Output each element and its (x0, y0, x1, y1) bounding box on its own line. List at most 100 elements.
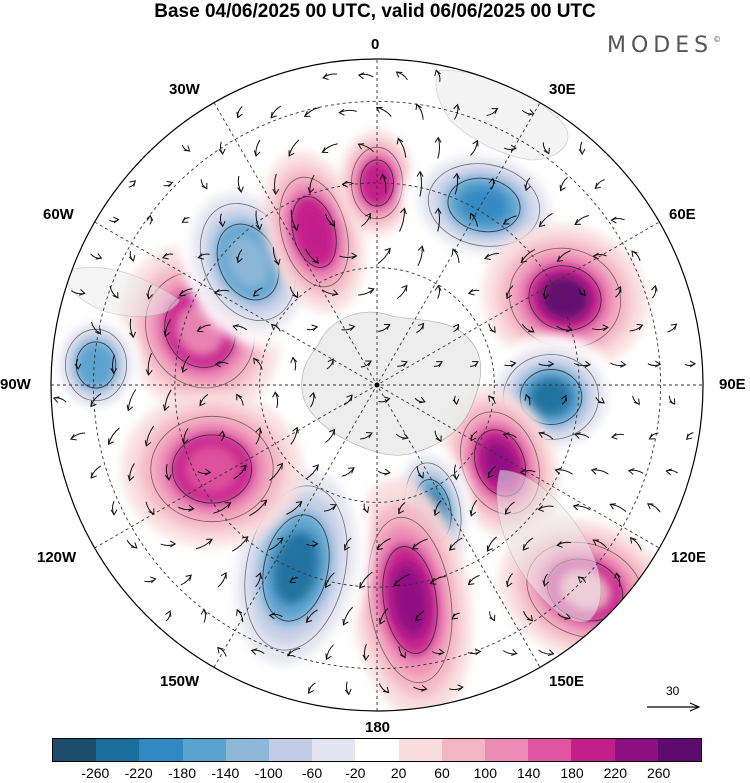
wind-arrow (305, 609, 318, 623)
wind-arrow (325, 644, 334, 661)
wind-arrow (163, 319, 171, 338)
wind-arrow (214, 360, 229, 368)
wind-arrow (197, 253, 210, 260)
wind-arrow (415, 610, 425, 622)
wind-arrow (559, 176, 568, 192)
colorbar-tick-label: 100 (473, 765, 497, 781)
colorbar-tick-label: 220 (603, 765, 627, 781)
wind-arrow (286, 647, 301, 657)
wind-arrow (398, 646, 406, 659)
colorbar-segment (528, 739, 572, 761)
wind-arrow (378, 683, 390, 694)
colorbar-segment (441, 739, 486, 761)
wind-arrow (290, 426, 299, 445)
wind-arrow (487, 465, 496, 479)
wind-arrow (537, 505, 554, 512)
wind-arrow (592, 252, 607, 260)
wind-arrow (524, 393, 531, 406)
colorbar-tick-label: 180 (560, 765, 584, 781)
wind-arrow (411, 538, 428, 550)
wind-arrow (357, 143, 374, 153)
wind-arrow (434, 136, 442, 159)
wind-arrow (307, 174, 315, 194)
wind-arrow (668, 395, 676, 406)
wind-arrow (232, 324, 248, 331)
wind-arrow (255, 210, 263, 231)
wind-arrow (338, 108, 357, 116)
wind-arrow (236, 393, 244, 406)
wind-arrow (591, 324, 609, 332)
wind-arrow (572, 503, 591, 511)
anomaly-field (51, 130, 671, 711)
wind-arrow (109, 285, 119, 299)
wind-arrow (69, 432, 86, 441)
antarctica-land (301, 311, 481, 456)
wind-arrow (128, 251, 136, 262)
wind-arrow (488, 323, 496, 334)
colorbar-segment (269, 739, 313, 761)
colorbar-tick-label: -20 (345, 765, 366, 781)
wind-arrow (416, 170, 424, 197)
wind-arrow (538, 212, 553, 228)
lon-label-150e: 150E (549, 673, 585, 690)
wind-arrow (520, 249, 535, 264)
colorbar-tick-label: -180 (167, 765, 197, 781)
wind-arrow (236, 249, 243, 264)
wind-arrow (378, 396, 391, 404)
wind-arrow (614, 572, 621, 588)
wind-arrow (127, 463, 135, 482)
wind-arrow (236, 106, 243, 119)
wind-arrow (178, 288, 193, 297)
wind-arrow (322, 73, 338, 80)
wind-arrow (161, 252, 174, 260)
wind-arrow (236, 608, 244, 623)
wind-arrow (218, 430, 226, 442)
wind-arrow (523, 611, 534, 622)
wind-arrow (556, 541, 571, 548)
colorbar-segment (657, 739, 702, 761)
wind-arrow (555, 325, 573, 333)
wind-arrow (434, 69, 441, 82)
colorbar-tick-label: 140 (516, 765, 541, 781)
colorbar-tick-label: -260 (81, 765, 110, 781)
wind-arrow (647, 503, 661, 513)
wind-arrow (503, 144, 517, 152)
wind-arrow (360, 432, 373, 440)
wind-arrow (308, 682, 316, 694)
wind-arrow (90, 393, 102, 408)
wind-arrow (415, 103, 424, 120)
colorbar-segment (398, 739, 442, 761)
wind-arrow (253, 139, 261, 157)
wind-arrow (290, 356, 298, 371)
wind-arrow (213, 288, 230, 296)
wind-arrow (469, 499, 478, 517)
wind-arrow (610, 216, 625, 224)
wind-arrow (684, 360, 696, 368)
wind-arrow (309, 391, 316, 408)
lon-label-120e: 120E (671, 549, 707, 566)
wind-arrow (110, 501, 118, 516)
map-border (50, 58, 704, 712)
wind-arrow (126, 539, 138, 549)
wind-arrow (452, 395, 460, 406)
wind-arrow (560, 394, 568, 405)
wind-arrow (452, 323, 460, 333)
wind-arrow (434, 430, 442, 443)
wind-arrow (467, 574, 480, 586)
colorbar-segment (355, 739, 399, 761)
colorbar-segment (225, 739, 270, 761)
south-pole-marker (374, 382, 380, 388)
lon-label-30e: 30E (549, 81, 576, 98)
wind-arrow (665, 468, 679, 476)
wind-arrow (305, 464, 319, 480)
wind-arrow (162, 389, 172, 412)
wind-arrow (590, 467, 609, 475)
wind-arrow (358, 287, 375, 296)
wind-arrow (270, 324, 281, 332)
anomaly-center (51, 312, 141, 418)
wind-arrow (467, 288, 480, 296)
wind-arrow (145, 352, 153, 376)
wind-arrow (484, 253, 500, 261)
wind-arrow (521, 323, 535, 333)
wind-arrow (181, 355, 190, 373)
